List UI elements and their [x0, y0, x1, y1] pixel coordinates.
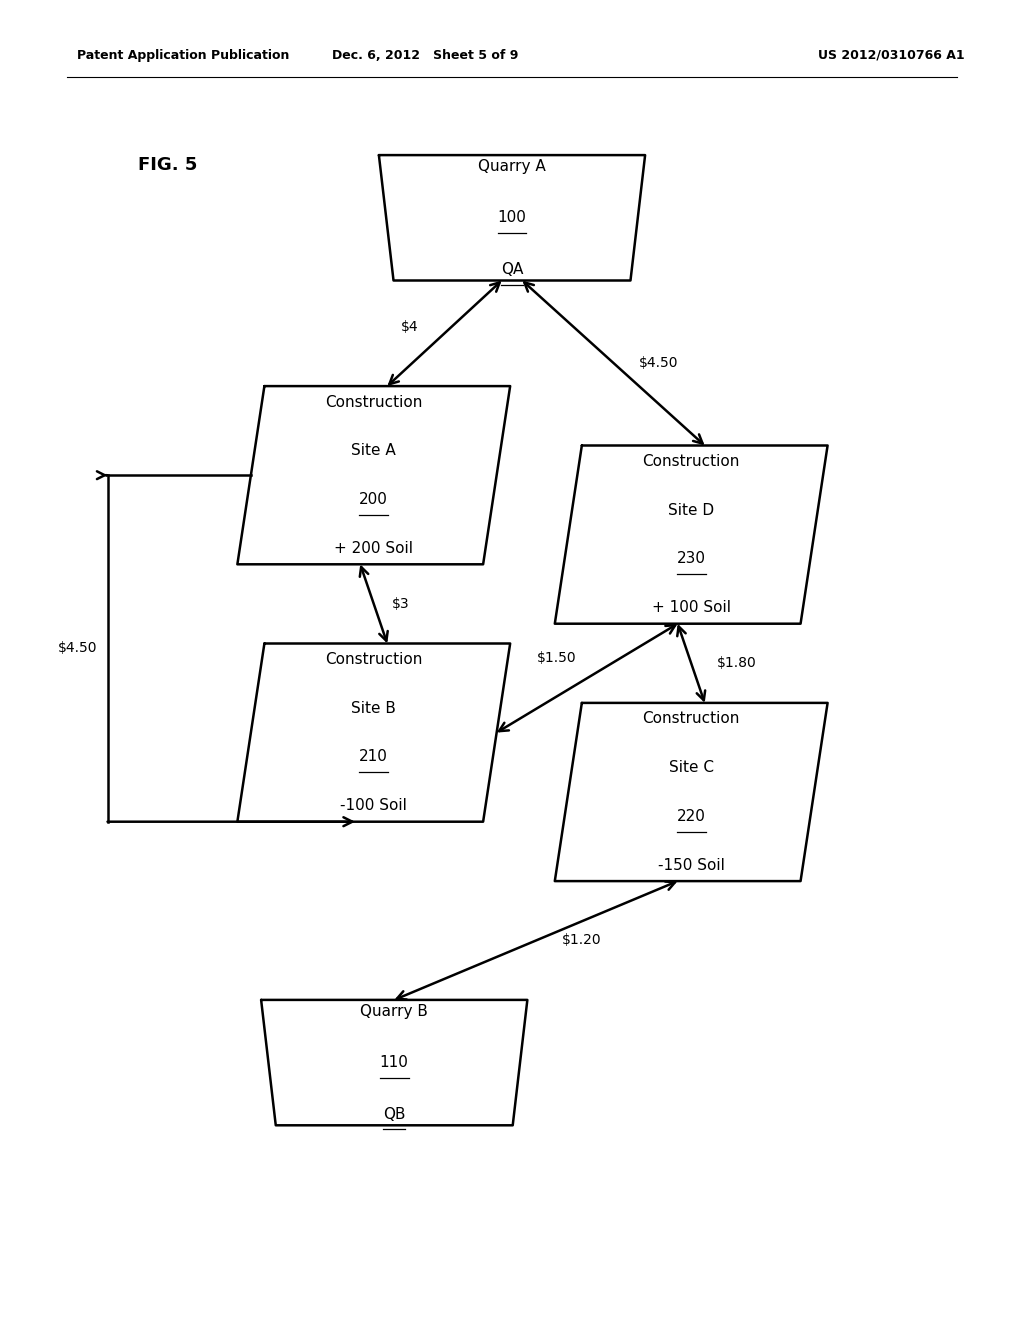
Text: $1.80: $1.80	[717, 656, 757, 671]
Text: -150 Soil: -150 Soil	[657, 858, 725, 873]
Text: $4: $4	[401, 319, 419, 334]
Text: 100: 100	[498, 210, 526, 226]
Text: Site D: Site D	[668, 503, 715, 517]
Text: Quarry B: Quarry B	[360, 1003, 428, 1019]
Text: + 200 Soil: + 200 Soil	[334, 541, 414, 556]
Text: Dec. 6, 2012   Sheet 5 of 9: Dec. 6, 2012 Sheet 5 of 9	[332, 49, 518, 62]
Text: 200: 200	[359, 492, 388, 507]
Text: 110: 110	[380, 1055, 409, 1071]
Text: 230: 230	[677, 552, 706, 566]
Text: Site B: Site B	[351, 701, 396, 715]
Text: + 100 Soil: + 100 Soil	[651, 601, 731, 615]
Text: Site A: Site A	[351, 444, 396, 458]
Text: $1.20: $1.20	[561, 933, 601, 948]
Text: 220: 220	[677, 809, 706, 824]
Text: Construction: Construction	[325, 395, 423, 409]
Text: 210: 210	[359, 750, 388, 764]
Text: $1.50: $1.50	[538, 651, 577, 665]
Text: Construction: Construction	[642, 711, 740, 726]
Text: $4.50: $4.50	[639, 356, 679, 370]
Text: Quarry A: Quarry A	[478, 158, 546, 174]
Text: QB: QB	[383, 1106, 406, 1122]
Text: Patent Application Publication: Patent Application Publication	[77, 49, 289, 62]
Text: Construction: Construction	[642, 454, 740, 469]
Text: FIG. 5: FIG. 5	[138, 156, 198, 174]
Text: Site C: Site C	[669, 760, 714, 775]
Text: Construction: Construction	[325, 652, 423, 667]
Text: -100 Soil: -100 Soil	[340, 799, 408, 813]
Text: $4.50: $4.50	[57, 642, 97, 656]
Text: US 2012/0310766 A1: US 2012/0310766 A1	[817, 49, 965, 62]
Text: $3: $3	[392, 597, 410, 611]
Text: QA: QA	[501, 261, 523, 277]
